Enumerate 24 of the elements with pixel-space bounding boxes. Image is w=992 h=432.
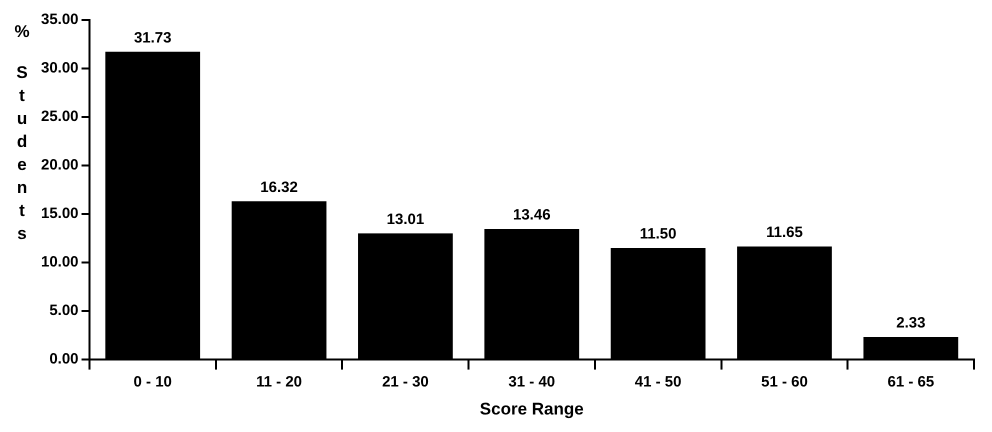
text: % Students [14,22,30,244]
data-label: 13.01 [386,211,424,228]
data-label: 31.73 [134,29,172,46]
data-label: 16.32 [260,178,298,196]
y-tick-label: 35.00 [40,11,79,28]
y-tick-label: 30.00 [40,60,79,77]
y-tick-label: 25.00 [40,108,79,126]
y-tick-label: 20.00 [40,156,79,174]
x-tick-label: 11 - 20 [256,374,302,391]
y-tick-label: 5.00 [49,302,79,320]
x-tick-label: 61 - 65 [887,374,934,391]
y-tick-label: 10.00 [40,254,79,271]
x-tick-label: 0 - 10 [134,374,172,391]
x-tick-label: 21 - 30 [382,374,429,391]
x-tick-label: 51 - 60 [761,374,808,391]
x-axis-title: Score Range [480,399,584,418]
data-label: 2.33 [896,314,926,332]
x-tick-label: 41 - 50 [634,374,682,391]
data-label: 11.50 [640,226,676,243]
y-tick-label: 15.00 [40,205,79,222]
x-tick-label: 31 - 40 [508,374,556,391]
data-label: 13.46 [512,206,551,224]
y-tick-label: 0.00 [49,350,79,368]
data-label: 11.65 [766,224,803,242]
